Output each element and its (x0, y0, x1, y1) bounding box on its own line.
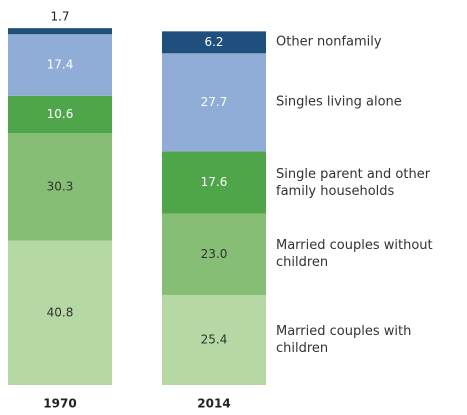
data-label: 40.8 (47, 305, 74, 319)
data-label: 1.7 (50, 10, 69, 24)
bar-segment (162, 31, 266, 54)
data-label: 25.4 (201, 333, 228, 347)
x-tick-label: 1970 (43, 397, 76, 411)
bar-segment (8, 133, 112, 241)
data-label: 27.7 (201, 95, 228, 109)
legend-label: Singles living alone (276, 94, 402, 110)
legend-label: Single parent and other family household… (276, 166, 431, 199)
data-label: 30.3 (47, 179, 74, 193)
legend-label: Married couples with children (276, 324, 412, 357)
data-label: 6.2 (204, 35, 223, 49)
bar-segment (162, 151, 266, 214)
data-label: 23.0 (201, 247, 228, 261)
bar-segment (8, 95, 112, 134)
data-label: 17.4 (47, 57, 74, 71)
data-label: 10.6 (47, 107, 74, 121)
legend-label: Married couples without children (276, 238, 433, 271)
bar-segment (8, 28, 112, 35)
bar-segment (162, 53, 266, 152)
bar-segment (8, 240, 112, 385)
data-label: 17.6 (201, 175, 228, 189)
bar-segment (8, 34, 112, 96)
x-tick-label: 2014 (197, 397, 230, 411)
bar-segment (162, 213, 266, 296)
legend-label: Other nonfamily (276, 34, 382, 50)
bar-segment (162, 295, 266, 385)
